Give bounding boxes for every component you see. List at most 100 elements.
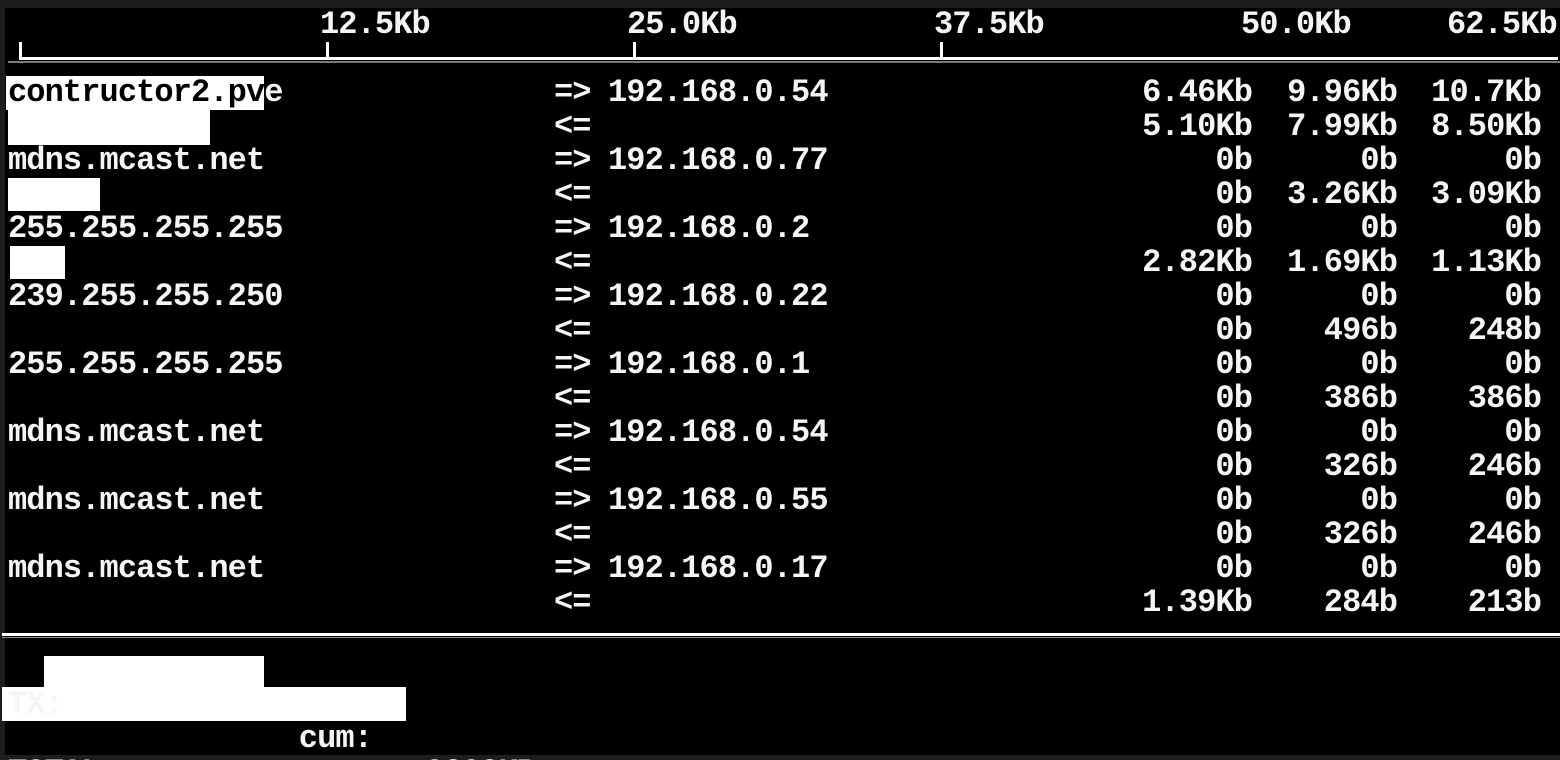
connection-rx-line: <= 2.82Kb 1.69Kb 1.13Kb [0, 246, 1560, 280]
rx-arrow: <= [554, 380, 591, 417]
connection-tx-line: contructor2.pve => 192.168.0.54 6.46Kb 9.96K… [0, 76, 1560, 110]
footer-rx-row: RX: 203KB 195Kb 10.4Kb 15.3Kb 24.4Kb [0, 688, 1560, 760]
destination-host: 192.168.0.1 [608, 346, 810, 383]
rx-rate-40s: 1.13Kb [1431, 244, 1542, 281]
tx-arrow: => [554, 346, 591, 383]
redaction-box [44, 656, 264, 689]
scale-axis-line [19, 57, 1558, 60]
destination-host: 192.168.0.54 [608, 414, 829, 451]
tx-rate-10s: 0b [1360, 482, 1398, 519]
rx-rate-10s: 496b [1323, 312, 1398, 349]
tx-rate-40s: 0b [1504, 550, 1542, 587]
connection-tx-line: mdns.mcast.net => 192.168.0.54 0b 0b 0b [0, 416, 1560, 450]
rx-arrow: <= [554, 584, 591, 621]
scale-label: 62.5Kb [1447, 6, 1558, 43]
tx-rate-2s: 0b [1215, 278, 1253, 315]
terminal-edge-bottom [0, 755, 1560, 760]
rx-rate-40s: 246b [1467, 448, 1542, 485]
rx-rate-40s: 386b [1467, 380, 1542, 417]
tx-cumulative-value: 93.2KB [385, 756, 536, 760]
rx-rate-10s: 386b [1323, 380, 1398, 417]
rx-rate-10s: 3.26Kb [1287, 176, 1398, 213]
scale-label: 25.0Kb [627, 6, 738, 43]
connection-rx-line: <= 1.39Kb 284b 213b [0, 586, 1560, 620]
tx-rate-10s: 9.96Kb [1287, 74, 1398, 111]
tx-arrow: => [554, 550, 591, 587]
total-label: TOTAL: [8, 756, 119, 760]
rx-cumulative-value: 203KB [385, 756, 535, 760]
redaction-box [2, 687, 406, 721]
rx-arrow: <= [554, 108, 591, 145]
redaction-box [10, 246, 65, 279]
footer-divider-shadow [2, 637, 1560, 638]
tx-rate-2s: 6.46Kb [1142, 74, 1253, 111]
source-host: contructor2.pve [6, 74, 283, 111]
tx-rate-40s: 10.7Kb [1431, 74, 1542, 111]
tx-rate-2s: 0b [1215, 346, 1253, 383]
footer-total-row: TOTAL: 296KB 219Kb 16.9Kb 25.3Kb 36.0Kb [0, 722, 1560, 760]
rx-rate-2s: 0b [1215, 176, 1253, 213]
tx-rate-40s: 0b [1504, 210, 1542, 247]
tx-rate-10s: 0b [1360, 278, 1398, 315]
tx-rate-40s: 0b [1504, 142, 1542, 179]
connection-tx-line: mdns.mcast.net => 192.168.0.17 0b 0b 0b [0, 552, 1560, 586]
rx-rate-2s: 5.10Kb [1142, 108, 1253, 145]
connection-tx-line: mdns.mcast.net => 192.168.0.77 0b 0b 0b [0, 144, 1560, 178]
connection-tx-line: 255.255.255.255 => 192.168.0.2 0b 0b 0b [0, 212, 1560, 246]
tx-rate-40s: 0b [1504, 278, 1542, 315]
rx-rate-10s: 284b [1323, 584, 1398, 621]
footer-tx-row: TX: cum: 93.2KB peak: 24.0Kb rates: 6.46… [0, 654, 1560, 760]
tx-rate-2s: 0b [1215, 142, 1253, 179]
terminal-edge-top [0, 0, 1560, 8]
footer-divider [2, 633, 1560, 636]
source-host: mdns.mcast.net [8, 414, 265, 451]
rx-rate-40s: 8.50Kb [1431, 108, 1542, 145]
tx-arrow: => [554, 278, 591, 315]
rx-rate-10s: 7.99Kb [1287, 108, 1398, 145]
rx-label: RX: [8, 720, 64, 757]
connection-rx-line: <= 0b 326b 246b [0, 518, 1560, 552]
connection-rx-line: <= 5.10Kb 7.99Kb 8.50Kb [0, 110, 1560, 144]
connection-rx-line: <= 0b 326b 246b [0, 450, 1560, 484]
rx-arrow: <= [554, 244, 591, 281]
destination-host: 192.168.0.55 [608, 482, 829, 519]
tx-rate-10s: 0b [1360, 346, 1398, 383]
source-host-text: e [264, 74, 283, 111]
source-host: 255.255.255.255 [8, 210, 283, 247]
source-host: mdns.mcast.net [8, 482, 265, 519]
terminal-edge-left [0, 0, 5, 760]
tx-arrow: => [554, 414, 591, 451]
destination-host: 192.168.0.54 [608, 74, 829, 111]
source-host-highlighted-text: contructor2.pv [6, 74, 265, 111]
source-host: mdns.mcast.net [8, 550, 265, 587]
tx-rate-10s: 0b [1360, 142, 1398, 179]
rx-rate-40s: 246b [1467, 516, 1542, 553]
tx-rate-2s: 0b [1215, 550, 1253, 587]
rx-arrow: <= [554, 176, 591, 213]
connection-rx-line: <= 0b 386b 386b [0, 382, 1560, 416]
rx-rate-40s: 248b [1467, 312, 1542, 349]
connection-rx-line: <= 0b 496b 248b [0, 314, 1560, 348]
rx-rate-10s: 326b [1323, 448, 1398, 485]
redaction-box [8, 110, 210, 145]
tx-rate-40s: 0b [1504, 414, 1542, 451]
source-host: 255.255.255.255 [8, 346, 283, 383]
tx-rate-2s: 0b [1215, 482, 1253, 519]
scale-tick [633, 42, 636, 58]
tx-arrow: => [554, 210, 591, 247]
scale-label: 50.0Kb [1241, 6, 1352, 43]
tx-arrow: => [554, 74, 591, 111]
rx-rate-40s: 3.09Kb [1431, 176, 1542, 213]
rx-rate-2s: 0b [1215, 516, 1253, 553]
destination-host: 192.168.0.2 [608, 210, 810, 247]
rx-arrow: <= [554, 312, 591, 349]
redaction-box [8, 178, 100, 211]
destination-host: 192.168.0.17 [608, 550, 829, 587]
tx-rate-40s: 0b [1504, 346, 1542, 383]
scale-label: 37.5Kb [934, 6, 1045, 43]
source-host: 239.255.255.250 [8, 278, 283, 315]
tx-arrow: => [554, 142, 591, 179]
connection-tx-line: 255.255.255.255 => 192.168.0.1 0b 0b 0b [0, 348, 1560, 382]
cum-column-label: cum: [298, 720, 373, 757]
